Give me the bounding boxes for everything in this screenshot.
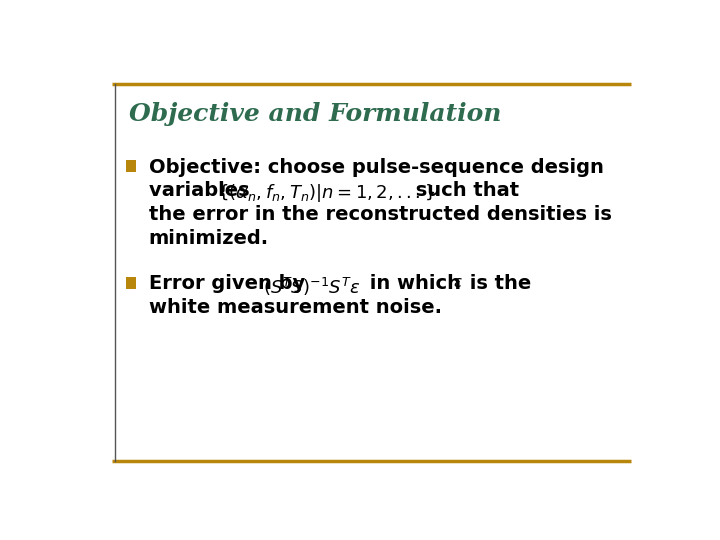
Text: $\{(\alpha_n, f_n, T_n)|n = 1, 2, ...\}$: $\{(\alpha_n, f_n, T_n)|n = 1, 2, ...\}$	[217, 183, 436, 205]
Text: Objective: choose pulse-sequence design: Objective: choose pulse-sequence design	[148, 158, 603, 177]
Text: variables: variables	[148, 181, 256, 200]
Text: such that: such that	[409, 181, 519, 200]
Bar	[126, 277, 136, 288]
Text: the error in the reconstructed densities is: the error in the reconstructed densities…	[148, 205, 611, 224]
Bar	[126, 160, 136, 172]
Text: white measurement noise.: white measurement noise.	[148, 299, 441, 318]
Text: is the: is the	[463, 274, 531, 293]
Text: Objective and Formulation: Objective and Formulation	[129, 102, 501, 126]
Text: in which: in which	[364, 274, 468, 293]
Text: $\epsilon$: $\epsilon$	[453, 275, 462, 290]
Text: $(S^T S)^{-1} S^T \epsilon$: $(S^T S)^{-1} S^T \epsilon$	[263, 275, 361, 298]
Text: minimized.: minimized.	[148, 228, 269, 248]
Text: Error given by: Error given by	[148, 274, 312, 293]
